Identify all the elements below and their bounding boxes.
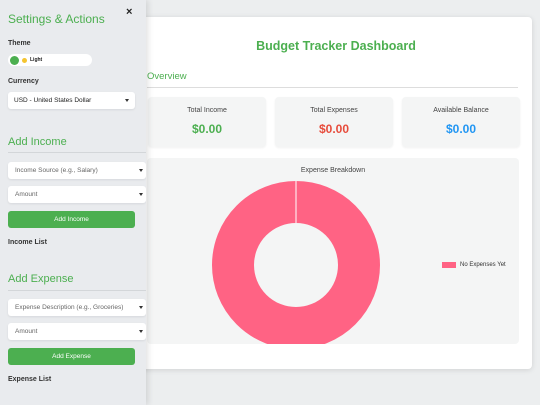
expense-amount-placeholder: Amount (15, 328, 38, 335)
theme-label: Theme (8, 40, 31, 47)
donut-chart (212, 181, 380, 344)
add-expense-button[interactable]: Add Expense (8, 348, 135, 365)
legend-label: No Expenses Yet (460, 262, 506, 268)
stat-label: Available Balance (433, 107, 489, 114)
expense-amount-input[interactable]: Amount (8, 323, 146, 340)
income-list-label: Income List (8, 239, 47, 246)
currency-label: Currency (8, 78, 39, 85)
chart-legend[interactable]: No Expenses Yet (442, 262, 506, 268)
add-expense-title: Add Expense (8, 273, 74, 285)
income-source-input[interactable]: Income Source (e.g., Salary) (8, 162, 146, 179)
available-balance-value: $0.00 (445, 122, 477, 136)
chevron-down-icon (139, 169, 143, 172)
total-income-card: Total Income $0.00 (148, 97, 266, 147)
available-balance-card: Available Balance $0.00 (402, 97, 520, 147)
legend-swatch (442, 262, 456, 268)
chevron-down-icon (139, 306, 143, 309)
sidebar-title: Settings & Actions (8, 12, 105, 26)
chart-title: Expense Breakdown (300, 167, 366, 174)
total-income-value: $0.00 (191, 122, 223, 136)
expense-chart-panel: Expense Breakdown No Expenses Yet (147, 158, 519, 344)
income-amount-placeholder: Amount (15, 191, 38, 198)
income-source-placeholder: Income Source (e.g., Salary) (15, 167, 98, 174)
dashboard-card: Budget Tracker Dashboard Overview Total … (140, 17, 532, 369)
theme-value: Light (30, 57, 43, 63)
expense-list-label: Expense List (8, 376, 52, 383)
divider (8, 152, 146, 153)
divider (147, 87, 518, 88)
currency-value: USD - United States Dollar (14, 97, 92, 104)
sun-icon (22, 57, 27, 63)
divider (8, 290, 146, 291)
total-expenses-value: $0.00 (318, 122, 350, 136)
sidebar: Settings & Actions × Theme Light Currenc… (0, 0, 146, 405)
toggle-knob (10, 55, 19, 65)
income-amount-input[interactable]: Amount (8, 186, 146, 203)
expense-description-input[interactable]: Expense Description (e.g., Groceries) (8, 299, 146, 316)
expense-description-placeholder: Expense Description (e.g., Groceries) (15, 304, 124, 311)
chevron-down-icon (139, 193, 143, 196)
total-expenses-card: Total Expenses $0.00 (275, 97, 393, 147)
add-income-button[interactable]: Add Income (8, 211, 135, 228)
theme-toggle[interactable]: Light (8, 54, 92, 66)
page-title: Budget Tracker Dashboard (256, 39, 416, 53)
chevron-down-icon (139, 330, 143, 333)
stat-label: Total Expenses (310, 107, 358, 114)
add-income-title: Add Income (8, 136, 67, 148)
chevron-down-icon (125, 99, 129, 102)
overview-title: Overview (147, 71, 187, 82)
close-icon[interactable]: × (126, 6, 133, 18)
currency-select[interactable]: USD - United States Dollar (8, 92, 135, 109)
stat-label: Total Income (187, 107, 227, 114)
